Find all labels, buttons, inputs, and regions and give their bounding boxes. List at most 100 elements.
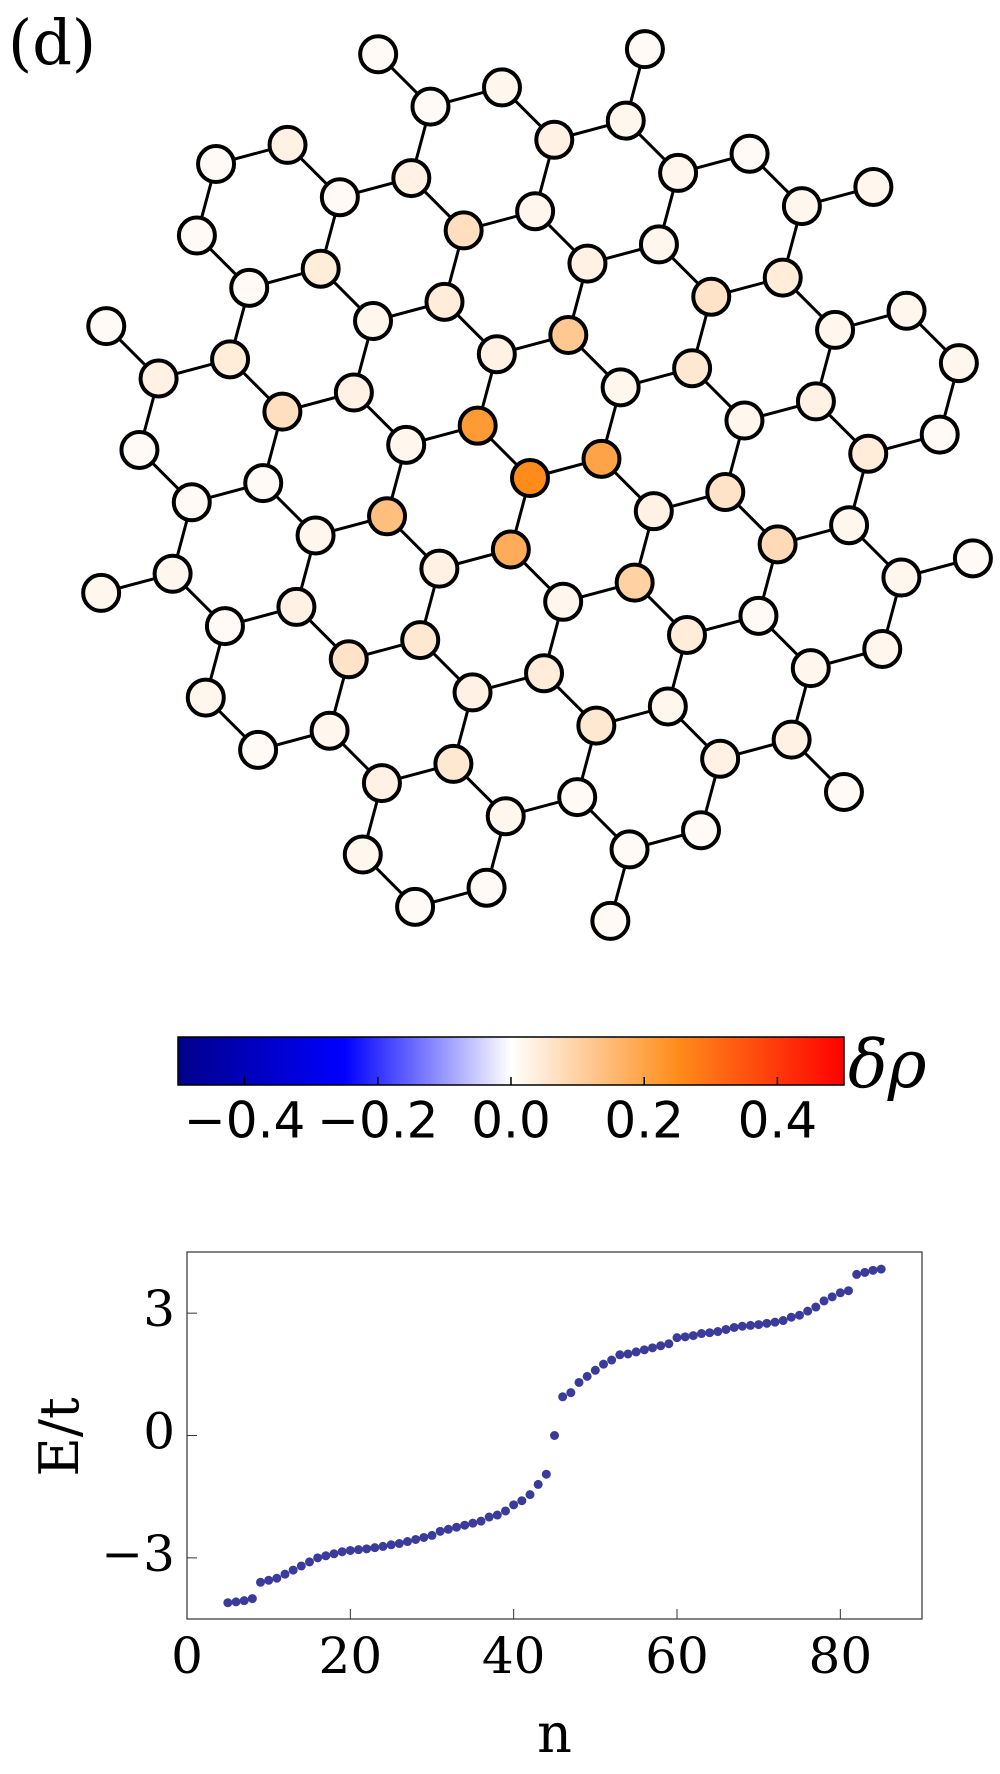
x-tick-label: 60 bbox=[645, 1627, 709, 1685]
point bbox=[378, 1541, 388, 1551]
point bbox=[509, 1500, 519, 1510]
point bbox=[411, 1534, 421, 1544]
point bbox=[264, 1575, 274, 1585]
node bbox=[443, 210, 484, 251]
point bbox=[672, 1333, 682, 1343]
point bbox=[819, 1296, 829, 1306]
node bbox=[476, 334, 517, 375]
point bbox=[313, 1553, 323, 1563]
node bbox=[724, 400, 765, 441]
point bbox=[476, 1516, 486, 1526]
point bbox=[558, 1392, 568, 1402]
node bbox=[152, 553, 193, 594]
node bbox=[543, 581, 584, 622]
y-axis-label: E/t bbox=[28, 1397, 91, 1477]
node bbox=[485, 796, 526, 837]
node bbox=[534, 119, 575, 160]
node bbox=[510, 458, 550, 498]
node bbox=[452, 672, 493, 713]
node bbox=[829, 505, 870, 546]
point bbox=[754, 1320, 764, 1330]
point bbox=[762, 1318, 772, 1328]
node bbox=[638, 224, 679, 265]
node bbox=[391, 158, 432, 199]
point bbox=[427, 1530, 437, 1540]
node bbox=[342, 834, 383, 875]
node bbox=[862, 628, 903, 669]
colorbar-tick-label: −0.4 bbox=[184, 1092, 305, 1150]
node bbox=[267, 124, 308, 165]
point bbox=[811, 1302, 821, 1312]
point bbox=[337, 1547, 347, 1557]
point bbox=[599, 1359, 608, 1369]
point bbox=[272, 1573, 282, 1583]
node bbox=[762, 257, 803, 298]
point bbox=[615, 1350, 625, 1360]
node bbox=[815, 309, 856, 350]
point bbox=[501, 1506, 510, 1516]
node bbox=[700, 738, 741, 779]
point bbox=[623, 1349, 633, 1359]
point bbox=[525, 1490, 535, 1500]
node bbox=[557, 777, 598, 818]
node bbox=[823, 771, 864, 812]
node bbox=[300, 248, 341, 289]
node bbox=[672, 348, 713, 389]
node bbox=[581, 438, 622, 479]
point bbox=[345, 1545, 355, 1555]
x-axis-label: n bbox=[537, 1702, 572, 1765]
point bbox=[256, 1577, 265, 1587]
point bbox=[435, 1526, 445, 1536]
node bbox=[424, 281, 465, 322]
point bbox=[231, 1597, 241, 1607]
colorbar-label: δρ bbox=[848, 1026, 927, 1103]
point bbox=[770, 1317, 780, 1327]
point bbox=[688, 1331, 698, 1341]
node bbox=[358, 34, 399, 75]
point bbox=[517, 1496, 527, 1506]
point bbox=[288, 1565, 298, 1575]
panel-label: (d) bbox=[8, 6, 96, 79]
point bbox=[239, 1596, 249, 1606]
point bbox=[827, 1292, 837, 1302]
point bbox=[370, 1543, 380, 1553]
node bbox=[319, 177, 360, 218]
point bbox=[648, 1343, 657, 1353]
node bbox=[367, 496, 408, 537]
node bbox=[276, 586, 317, 627]
node bbox=[176, 215, 217, 256]
y-tick-label: 3 bbox=[143, 1280, 175, 1338]
point bbox=[321, 1551, 331, 1561]
node bbox=[119, 429, 160, 470]
node bbox=[795, 381, 836, 422]
node bbox=[658, 152, 699, 193]
point bbox=[574, 1377, 584, 1387]
node bbox=[886, 290, 927, 331]
node bbox=[853, 166, 894, 207]
point bbox=[280, 1569, 290, 1579]
node bbox=[609, 829, 650, 870]
node bbox=[196, 144, 237, 185]
point bbox=[631, 1347, 641, 1357]
node bbox=[295, 515, 336, 556]
node bbox=[395, 886, 436, 927]
node bbox=[881, 557, 922, 598]
node bbox=[680, 810, 721, 851]
point bbox=[607, 1355, 617, 1365]
colorbar-tick-label: 0.4 bbox=[738, 1092, 818, 1150]
point bbox=[852, 1269, 862, 1279]
node bbox=[171, 482, 212, 523]
point bbox=[721, 1324, 731, 1334]
node bbox=[567, 243, 608, 284]
node bbox=[605, 100, 646, 141]
colorbar-tick-label: 0.2 bbox=[604, 1092, 684, 1150]
node bbox=[386, 424, 427, 465]
colorbar-tick-label: 0.0 bbox=[471, 1092, 551, 1150]
point bbox=[778, 1316, 788, 1326]
node bbox=[361, 763, 402, 804]
point bbox=[803, 1306, 813, 1316]
point bbox=[305, 1557, 314, 1567]
x-tick-label: 40 bbox=[482, 1627, 546, 1685]
point bbox=[639, 1345, 649, 1355]
point bbox=[590, 1365, 600, 1375]
